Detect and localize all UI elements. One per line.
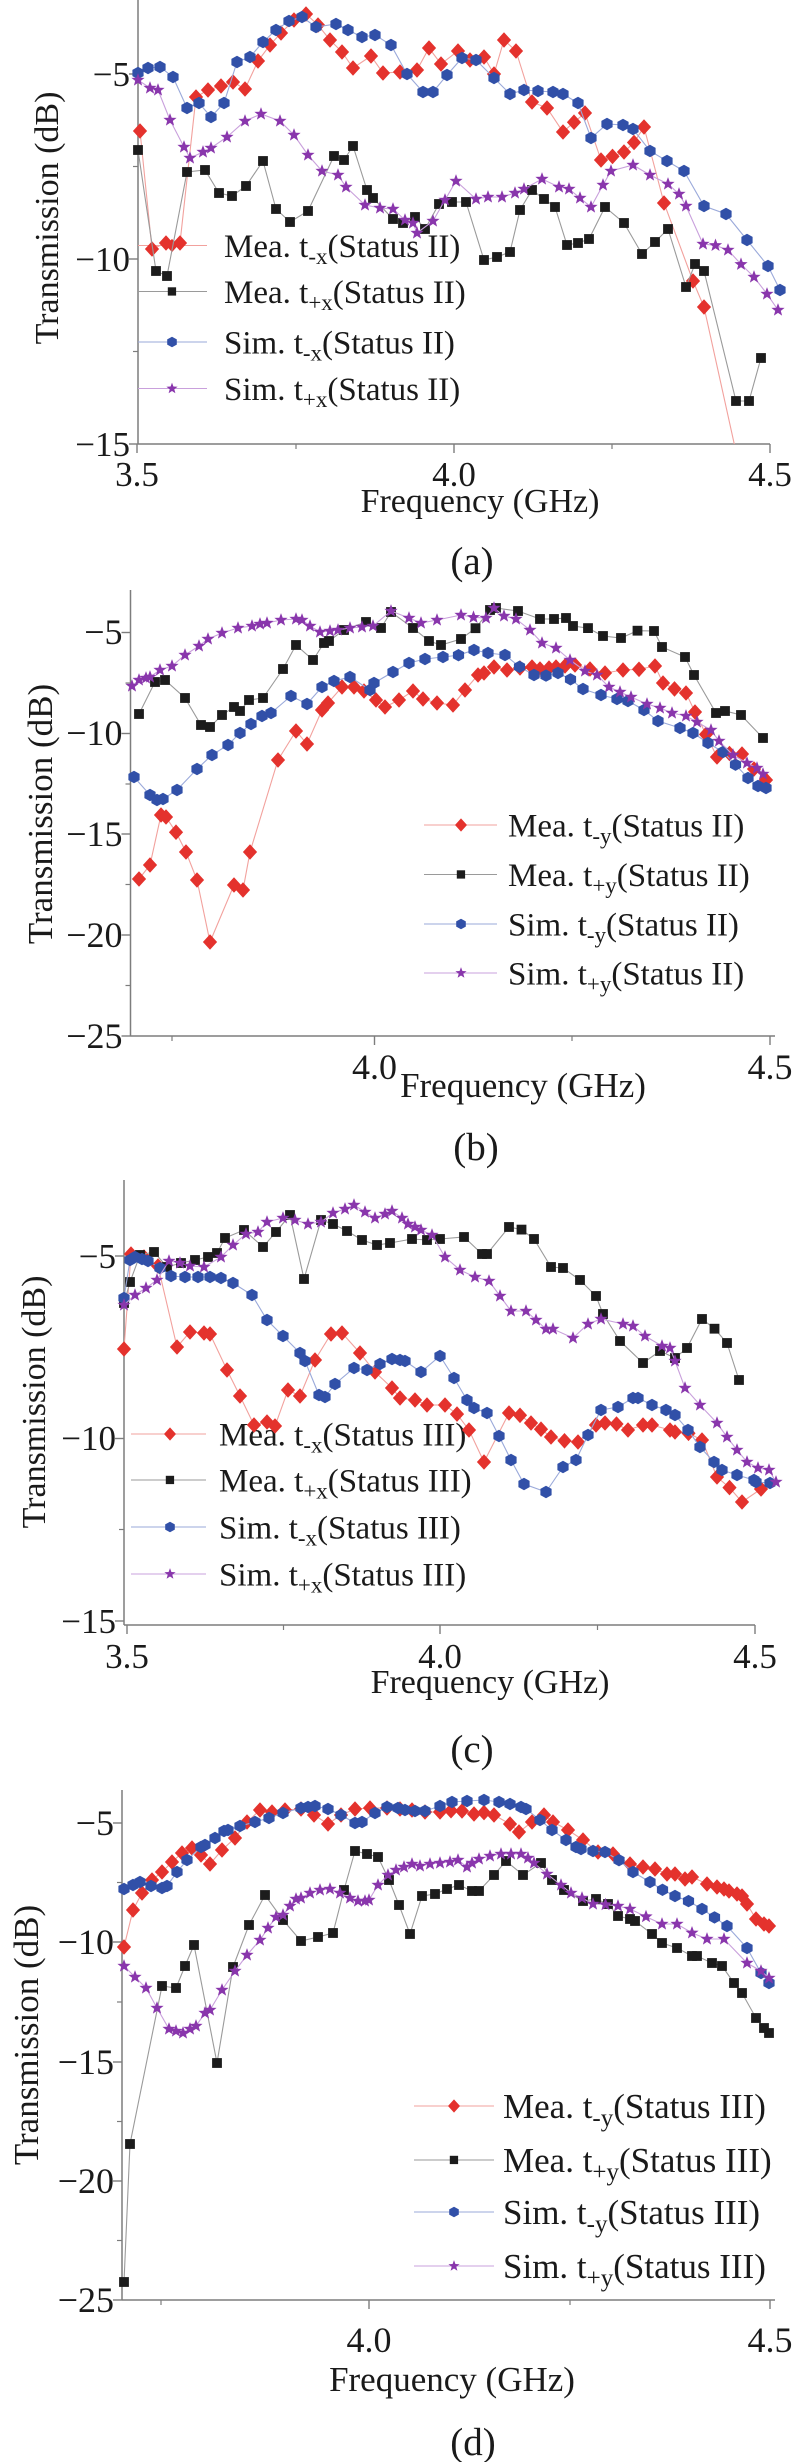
svg-text:3.5: 3.5 [115,455,159,494]
svg-text:4.5: 4.5 [733,1637,777,1676]
svg-text:Sim. t+y(Status III): Sim. t+y(Status III) [503,2247,766,2292]
svg-text:Mea. t+y(Status III): Mea. t+y(Status III) [503,2141,772,2186]
svg-text:Frequency (GHz): Frequency (GHz) [371,1664,610,1701]
svg-text:−15: −15 [66,814,122,854]
svg-text:Mea. t+x(Status II): Mea. t+x(Status II) [224,275,466,315]
svg-text:−5: −5 [93,55,130,94]
svg-text:Frequency (GHz): Frequency (GHz) [329,2360,575,2399]
svg-text:Mea. t-y(Status II): Mea. t-y(Status II) [508,808,744,848]
svg-text:−10: −10 [58,1922,114,1962]
svg-text:Sim. t-x(Status II): Sim. t-x(Status II) [224,325,455,365]
svg-text:Mea. t+x(Status III): Mea. t+x(Status III) [219,1463,472,1503]
svg-text:−15: −15 [58,2042,114,2082]
svg-text:4.5: 4.5 [748,1047,792,1087]
svg-text:Sim. t-y(Status III): Sim. t-y(Status III) [503,2193,760,2238]
svg-text:Sim. t+x(Status III): Sim. t+x(Status III) [219,1557,466,1597]
svg-text:Transmission (dB): Transmission (dB) [16,1276,53,1529]
svg-text:4.0: 4.0 [418,1637,462,1676]
svg-text:Transmission (dB): Transmission (dB) [29,92,66,345]
svg-text:(d): (d) [450,2421,495,2462]
svg-text:4.5: 4.5 [748,455,792,494]
svg-text:4.0: 4.0 [432,455,476,494]
svg-text:−20: −20 [66,915,122,955]
svg-text:−10: −10 [75,240,130,279]
svg-text:4.0: 4.0 [347,2320,392,2360]
svg-text:Transmission (dB): Transmission (dB) [7,1905,46,2165]
svg-text:−5: −5 [76,1803,114,1843]
svg-text:(c): (c) [450,1728,493,1771]
svg-text:Frequency (GHz): Frequency (GHz) [400,1066,646,1105]
svg-text:Frequency (GHz): Frequency (GHz) [361,483,600,520]
svg-text:−5: −5 [84,612,122,652]
svg-text:4.5: 4.5 [748,2320,792,2360]
svg-text:−10: −10 [61,1419,116,1458]
svg-text:(a): (a) [450,540,493,583]
svg-text:−10: −10 [66,713,122,753]
svg-text:Mea. t-x(Status II): Mea. t-x(Status II) [224,229,460,269]
svg-text:Sim. t-y(Status II): Sim. t-y(Status II) [508,907,739,947]
svg-text:−15: −15 [61,1602,116,1641]
svg-text:−25: −25 [66,1016,122,1056]
svg-text:−5: −5 [79,1237,116,1276]
svg-text:Mea. t-y(Status III): Mea. t-y(Status III) [503,2087,766,2132]
svg-text:4.0: 4.0 [352,1047,397,1087]
svg-text:Sim. t-x(Status III): Sim. t-x(Status III) [219,1510,461,1550]
svg-text:−15: −15 [75,425,130,464]
svg-text:Transmission (dB): Transmission (dB) [21,684,60,944]
svg-text:3.5: 3.5 [105,1637,149,1676]
svg-text:Sim. t+y(Status II): Sim. t+y(Status II) [508,956,744,996]
svg-text:Mea. t+y(Status II): Mea. t+y(Status II) [508,858,750,898]
svg-text:−20: −20 [58,2161,114,2201]
svg-text:Sim. t+x(Status II): Sim. t+x(Status II) [224,372,460,412]
svg-text:(b): (b) [453,1126,498,1169]
svg-text:−25: −25 [58,2280,114,2320]
